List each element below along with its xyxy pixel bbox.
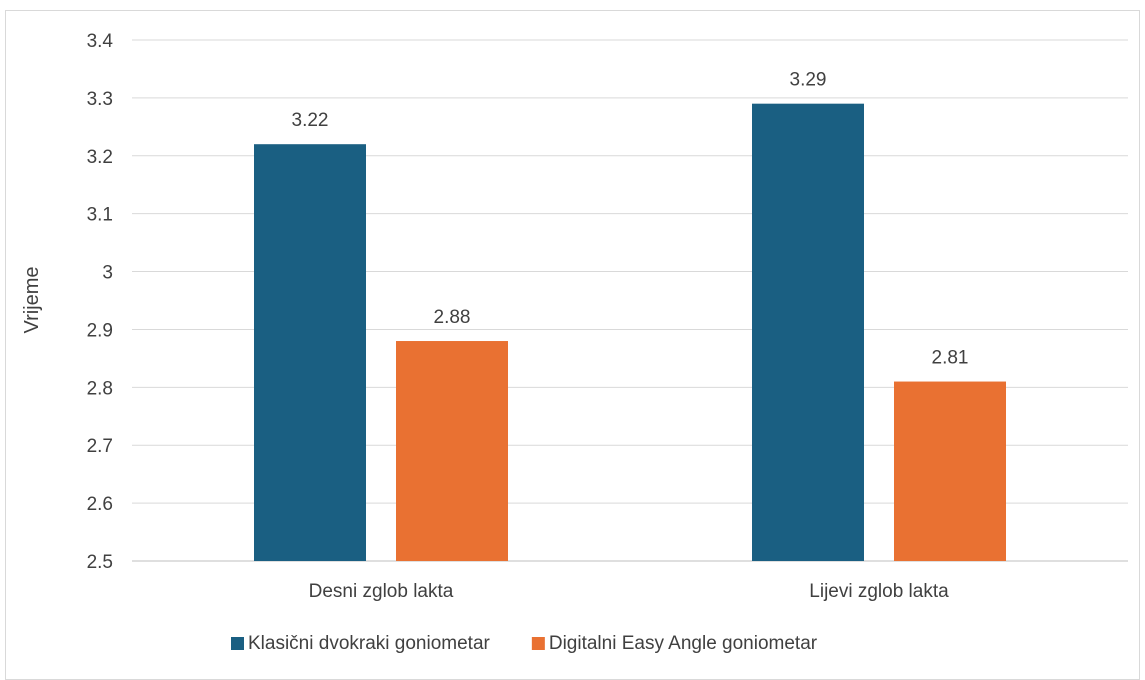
y-tick-label: 3.1 <box>87 205 113 226</box>
y-tick-label: 2.6 <box>87 494 113 515</box>
y-axis-title: Vrijeme <box>21 266 43 333</box>
data-label: 3.29 <box>790 70 827 91</box>
bar-klasicni-2 <box>752 103 864 561</box>
bar-klasicni-1 <box>254 144 366 561</box>
bar-digitalni-1 <box>396 341 508 561</box>
legend-label: Digitalni Easy Angle goniometar <box>549 633 818 654</box>
bar-digitalni-2 <box>894 381 1006 561</box>
y-tick-label: 3 <box>102 263 113 284</box>
data-labels: 3.22 2.88 3.29 2.81 <box>292 70 969 369</box>
x-axis-categories: Desni zglob lakta Lijevi zglob lakta <box>309 581 949 602</box>
data-label: 2.81 <box>932 348 969 369</box>
legend-label: Klasični dvokraki goniometar <box>248 633 491 654</box>
legend-swatch <box>231 637 244 650</box>
y-tick-label: 3.3 <box>87 89 113 110</box>
y-axis-ticks: 2.5 2.6 2.7 2.8 2.9 3 3.1 3.2 3.3 3.4 <box>87 31 114 573</box>
y-tick-label: 2.9 <box>87 320 113 341</box>
data-label: 3.22 <box>292 110 329 131</box>
legend-swatch <box>531 637 545 650</box>
y-tick-label: 3.4 <box>87 31 114 52</box>
chart-frame <box>5 10 1140 680</box>
x-category-label: Lijevi zglob lakta <box>809 581 949 602</box>
y-tick-label: 3.2 <box>87 147 113 168</box>
legend-item-klasicni: Klasični dvokraki goniometar <box>231 633 491 654</box>
y-tick-label: 2.8 <box>87 378 113 399</box>
y-tick-label: 2.5 <box>87 552 113 573</box>
data-label: 2.88 <box>434 307 471 328</box>
y-tick-label: 2.7 <box>87 436 113 457</box>
legend: Klasični dvokraki goniometar Digitalni Ea… <box>231 633 818 654</box>
x-category-label: Desni zglob lakta <box>309 581 454 602</box>
legend-item-digitalni: Digitalni Easy Angle goniometar <box>531 633 818 654</box>
bars <box>254 103 1006 561</box>
